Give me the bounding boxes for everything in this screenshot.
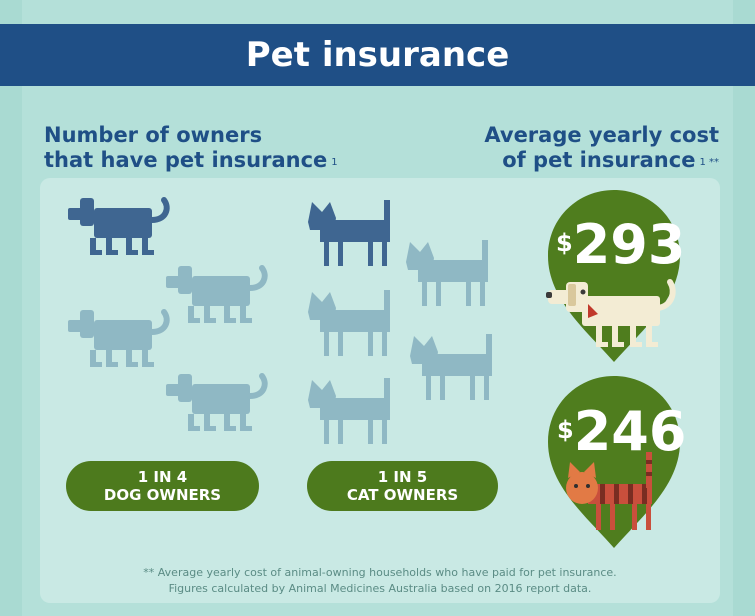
cat-stat-label: CAT OWNERS [346,486,459,504]
cat-icon [308,290,390,356]
footnote: ** Average yearly cost of animal-owning … [110,565,650,597]
dog-cost-number: 293 [572,213,686,276]
dog-stat-label: DOG OWNERS [103,486,222,504]
cost-heading-line1: Average yearly cost [484,123,719,147]
page-title: Pet insurance [0,24,755,86]
footnote-line1: ** Average yearly cost of animal-owning … [143,566,617,579]
cat-icon [410,334,492,400]
cat-icon [406,240,488,306]
cat-cost-value: $246 [557,405,686,459]
owners-heading-line2: that have pet insurance 1 [44,148,338,172]
currency-symbol: $ [556,229,573,257]
cost-heading-ref: 1 ** [699,157,719,168]
owners-heading-ref: 1 [331,157,338,168]
owners-heading: Number of owners that have pet insurance… [44,123,338,173]
dog-stat-ratio: 1 IN 4 [137,468,188,486]
cat-owner-stat: 1 IN 5 CAT OWNERS [307,461,498,511]
dog-icon [166,266,265,323]
currency-symbol: $ [557,416,574,444]
cat-stat-ratio: 1 IN 5 [377,468,428,486]
dog-icon [68,198,167,255]
dog-cost-value: $293 [556,218,685,272]
cat-icon [308,200,390,266]
cost-heading: Average yearly cost of pet insurance 1 ** [484,123,719,173]
dog-icon [546,279,676,347]
cat-icon [308,378,390,444]
owners-heading-line1: Number of owners [44,123,263,147]
footnote-line2: Figures calculated by Animal Medicines A… [168,582,592,595]
cat-icon [566,452,652,530]
dog-icon [68,310,167,367]
cost-heading-line2: of pet insurance 1 ** [502,148,719,172]
dog-icon [166,374,265,431]
dog-owner-stat: 1 IN 4 DOG OWNERS [66,461,259,511]
cat-cost-number: 246 [573,400,687,463]
